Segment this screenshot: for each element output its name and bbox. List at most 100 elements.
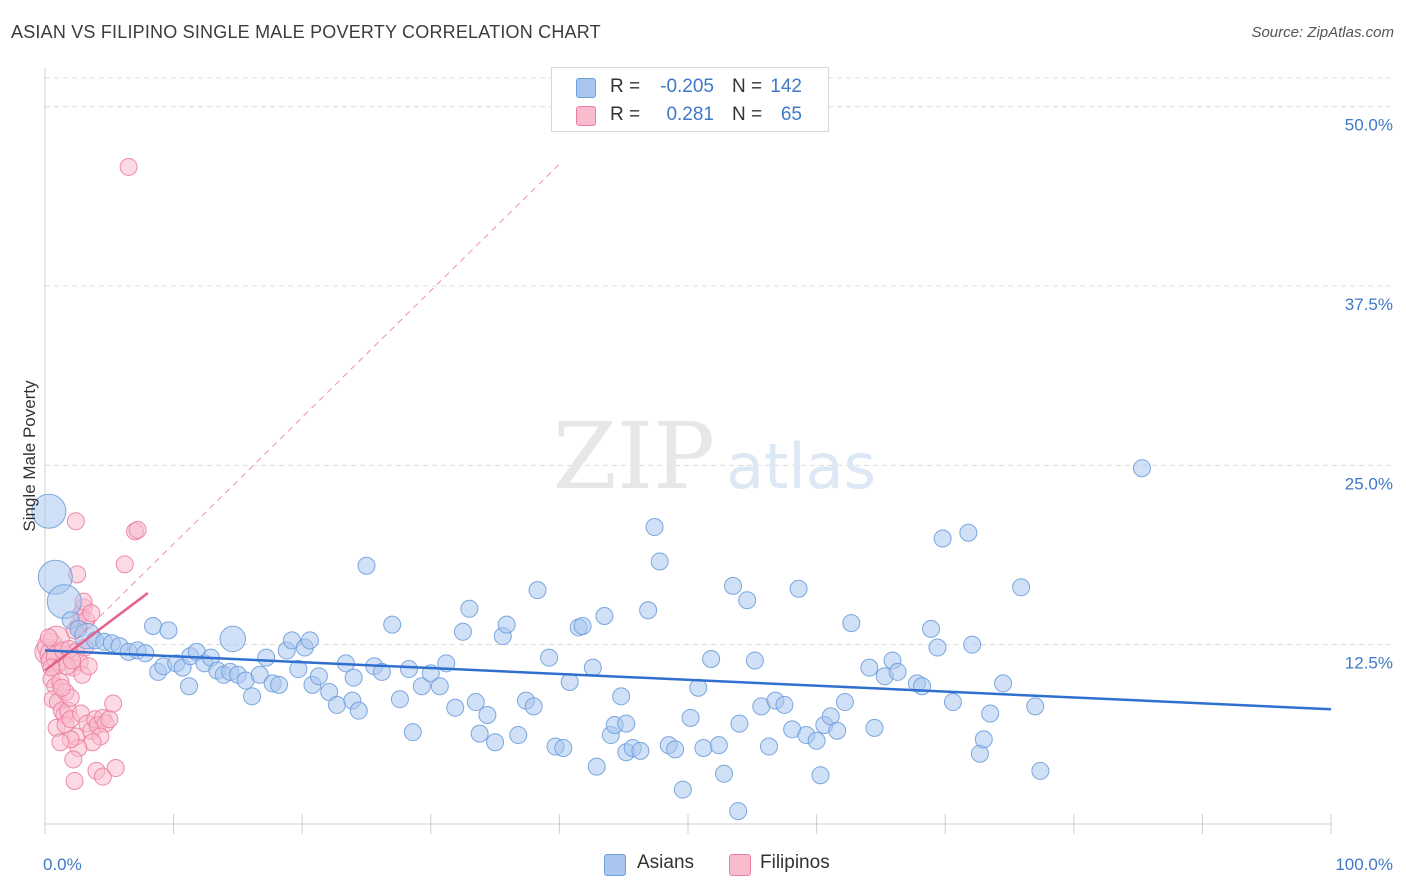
asian-point	[789, 579, 808, 598]
x-tick-label-min: 0.0%	[43, 855, 82, 874]
filipino-trend-extension	[44, 163, 560, 671]
watermark: ZIP atlas	[553, 403, 876, 510]
asian-point	[943, 693, 962, 712]
asian-point	[430, 677, 449, 696]
asian-point	[460, 599, 479, 618]
asian-point	[357, 556, 376, 575]
asian-point	[180, 677, 199, 696]
filipino-point	[115, 555, 134, 574]
asian-point	[928, 638, 947, 657]
asians-swatch	[576, 78, 596, 98]
asian-point	[250, 665, 269, 684]
asian-point	[554, 738, 573, 757]
grid-layer	[45, 77, 1392, 646]
watermark-atlas: atlas	[726, 430, 876, 503]
asian-point	[412, 677, 431, 696]
filipino-point	[128, 520, 147, 539]
filipino-point	[104, 694, 123, 713]
filipino-point	[93, 767, 112, 786]
filipino-points	[34, 157, 147, 790]
asian-point	[1031, 761, 1050, 780]
asian-point	[509, 726, 528, 745]
filipinos-r-label: R =	[610, 104, 641, 125]
asian-point	[913, 677, 932, 696]
filipino-point	[100, 710, 119, 729]
asian-point	[807, 731, 826, 750]
asian-point	[645, 518, 664, 537]
filipino-point	[65, 771, 84, 790]
asian-point	[922, 619, 941, 638]
asian-point	[486, 733, 505, 752]
asian-point	[144, 617, 163, 636]
asian-point	[470, 724, 489, 743]
filipinos-r-value: 0.281	[666, 104, 714, 125]
y-axis-title: Single Male Poverty	[20, 380, 39, 532]
asian-point	[243, 687, 262, 706]
asian-point	[344, 668, 363, 687]
asian-point	[631, 741, 650, 760]
filipino-point	[64, 750, 83, 769]
asian-point	[745, 651, 764, 670]
filipino-trend-line	[44, 592, 149, 672]
asian-point	[775, 695, 794, 714]
asian-point	[349, 701, 368, 720]
asian-point	[694, 738, 713, 757]
asian-point	[860, 658, 879, 677]
asian-point	[650, 552, 669, 571]
asian-point	[865, 718, 884, 737]
asian-point	[666, 740, 685, 759]
asians-r-label: R =	[610, 76, 641, 97]
filipino-point	[79, 657, 98, 676]
asians-n-value: 142	[770, 76, 802, 97]
asian-point	[372, 662, 391, 681]
filipino-point	[39, 628, 58, 647]
correlation-legend: R = -0.205 N = 142 R = 0.281 N = 65	[551, 67, 829, 132]
asian-point	[933, 529, 952, 548]
asian-point	[446, 698, 465, 717]
asian-point	[617, 714, 636, 733]
asian-point	[612, 687, 631, 706]
asian-point	[403, 723, 422, 742]
filipino-point	[82, 604, 101, 623]
asians-legend-swatch	[604, 854, 626, 876]
asians-n-label: N =	[732, 76, 763, 97]
filipino-point	[119, 157, 138, 176]
filipino-point	[66, 512, 85, 531]
watermark-zip: ZIP	[553, 403, 715, 510]
asian-point	[673, 780, 692, 799]
asian-point	[738, 591, 757, 610]
asian-point	[639, 601, 658, 620]
asian-point	[560, 672, 579, 691]
chart-title: ASIAN VS FILIPINO SINGLE MALE POVERTY CO…	[11, 22, 601, 42]
asian-point	[702, 650, 721, 669]
trend-layer	[44, 163, 1332, 711]
asian-point	[760, 737, 779, 756]
asian-point	[583, 658, 602, 677]
asian-point	[981, 704, 1000, 723]
asian-point	[528, 581, 547, 600]
asian-point	[595, 606, 614, 625]
asian-point	[842, 614, 861, 633]
filipinos-legend-swatch	[729, 854, 751, 876]
asian-point	[587, 757, 606, 776]
asian-point	[959, 523, 978, 542]
asian-point	[466, 693, 485, 712]
x-tick-label-max: 100.0%	[1335, 855, 1393, 874]
asian-point	[159, 621, 178, 640]
asian-point	[300, 631, 319, 650]
asian-point	[1132, 459, 1151, 478]
axes-layer: 12.5% 25.0% 37.5% 50.0% 0.0% 100.0%	[43, 68, 1393, 874]
asian-point	[994, 674, 1013, 693]
asian-point	[390, 690, 409, 709]
asian-point	[327, 695, 346, 714]
asian-point	[478, 705, 497, 724]
y-tick-label: 12.5%	[1345, 654, 1393, 673]
asian-point	[681, 708, 700, 727]
asian-point	[524, 697, 543, 716]
filipinos-n-label: N =	[732, 104, 763, 125]
asian-point	[31, 493, 67, 529]
asian-point	[289, 660, 308, 679]
asian-point	[828, 721, 847, 740]
asian-point	[540, 648, 559, 667]
